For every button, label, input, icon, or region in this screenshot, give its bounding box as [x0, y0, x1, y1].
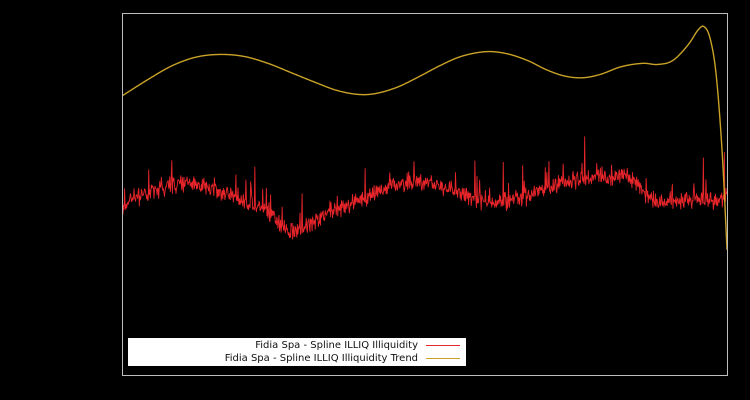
- plot-frame: [122, 13, 728, 376]
- legend-swatch-illiquidity: [426, 345, 460, 346]
- legend-swatch-illiquidity-trend: [426, 358, 460, 359]
- data-series-layer: [123, 25, 727, 251]
- legend-label-illiquidity-trend: Fidia Spa - Spline ILLIQ Illiquidity Tre…: [224, 353, 418, 364]
- legend-item-illiquidity-trend: Fidia Spa - Spline ILLIQ Illiquidity Tre…: [128, 352, 466, 365]
- legend: Fidia Spa - Spline ILLIQ Illiquidity Fid…: [128, 338, 466, 366]
- legend-item-illiquidity: Fidia Spa - Spline ILLIQ Illiquidity: [128, 339, 466, 352]
- series-line-illiquidity: [123, 136, 727, 240]
- legend-label-illiquidity: Fidia Spa - Spline ILLIQ Illiquidity: [255, 340, 418, 351]
- series-line-illiquidity-trend: [123, 25, 727, 251]
